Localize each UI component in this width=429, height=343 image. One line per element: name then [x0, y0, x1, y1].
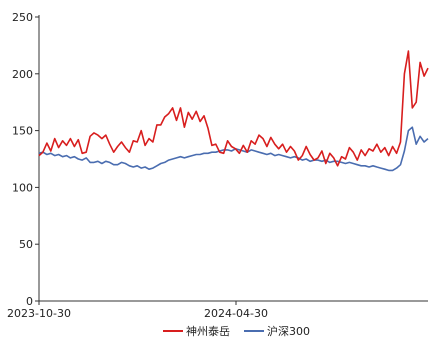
x-axis: 2023-10-30 2024-04-30	[7, 300, 428, 320]
series-lines	[38, 50, 429, 172]
x-tick-label: 2024-04-30	[204, 307, 268, 320]
legend-label: 神州泰岳	[186, 324, 230, 338]
y-tick-label: 150	[12, 125, 33, 138]
y-axis: 0 50 100 150 200 250	[12, 11, 40, 308]
x-tick-label: 2023-10-30	[7, 307, 71, 320]
series-line	[38, 126, 429, 172]
y-tick-label: 250	[12, 11, 33, 24]
legend: 神州泰岳 沪深300	[163, 324, 310, 338]
y-tick-label: 0	[26, 295, 33, 308]
legend-label: 沪深300	[267, 324, 310, 338]
series-line	[38, 50, 429, 167]
y-tick-label: 200	[12, 68, 33, 81]
y-tick-label: 50	[19, 238, 33, 251]
y-tick-label: 100	[12, 181, 33, 194]
